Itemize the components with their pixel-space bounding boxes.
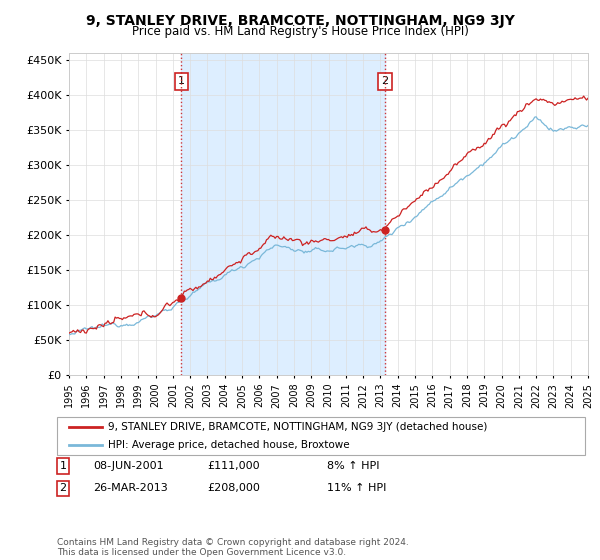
Text: 1: 1	[178, 76, 185, 86]
Text: Price paid vs. HM Land Registry's House Price Index (HPI): Price paid vs. HM Land Registry's House …	[131, 25, 469, 38]
Text: HPI: Average price, detached house, Broxtowe: HPI: Average price, detached house, Brox…	[108, 440, 350, 450]
Text: 9, STANLEY DRIVE, BRAMCOTE, NOTTINGHAM, NG9 3JY: 9, STANLEY DRIVE, BRAMCOTE, NOTTINGHAM, …	[86, 14, 514, 28]
Text: Contains HM Land Registry data © Crown copyright and database right 2024.
This d: Contains HM Land Registry data © Crown c…	[57, 538, 409, 557]
Text: 26-MAR-2013: 26-MAR-2013	[93, 483, 168, 493]
Text: 2: 2	[59, 483, 67, 493]
Text: £208,000: £208,000	[207, 483, 260, 493]
Bar	[181, 53, 385, 375]
Text: 8% ↑ HPI: 8% ↑ HPI	[327, 461, 380, 471]
Text: 08-JUN-2001: 08-JUN-2001	[93, 461, 164, 471]
Text: 1: 1	[59, 461, 67, 471]
Text: £111,000: £111,000	[207, 461, 260, 471]
Text: 2: 2	[381, 76, 388, 86]
Text: 11% ↑ HPI: 11% ↑ HPI	[327, 483, 386, 493]
Text: 9, STANLEY DRIVE, BRAMCOTE, NOTTINGHAM, NG9 3JY (detached house): 9, STANLEY DRIVE, BRAMCOTE, NOTTINGHAM, …	[108, 422, 487, 432]
